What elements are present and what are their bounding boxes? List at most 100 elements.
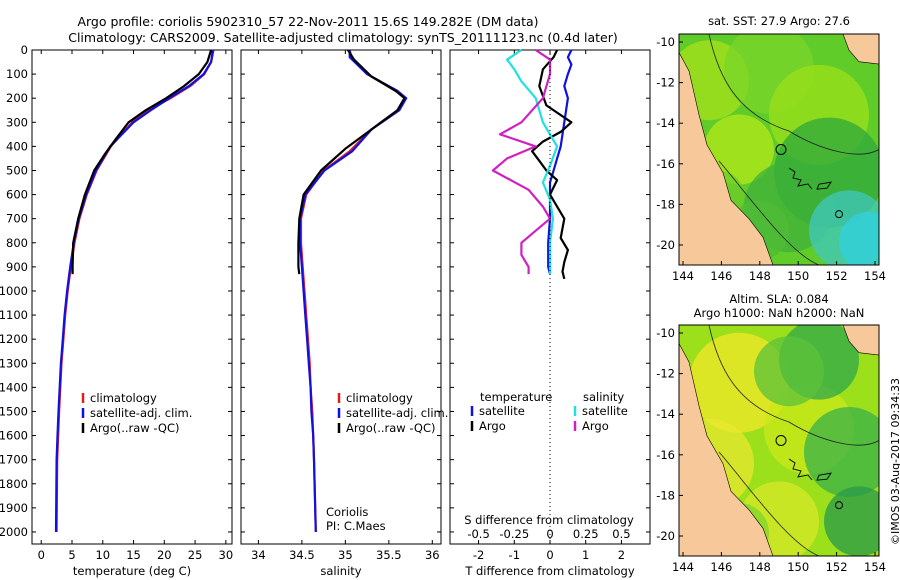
series-satellite-adj-clim- [299,50,408,533]
legend-label: satellite-adj. clim. [90,406,192,420]
y-tick-label: 1000 [0,284,28,298]
title-line2: Climatology: CARS2009. Satellite-adjuste… [68,30,618,45]
ocean-color-patch [824,486,879,556]
x-tick-label: 25 [188,548,203,562]
y-tick-label: 1500 [0,404,28,418]
y-tick-label: 900 [6,260,28,274]
x-tick-label: 146 [710,269,732,283]
sst-map: 144 146 148 150 152 154 -10 -12 -14 -16 -18 -20 sat.… [656,14,886,283]
secondary-marker [835,501,843,510]
x-tick-label: 36 [425,548,440,562]
temperature-profile-panel: 0100200300400500600700800900100011001200… [0,43,233,578]
x-tick-label: 150 [787,560,809,574]
y-tick-label: 0 [21,43,28,57]
x-tick-label: 144 [672,560,694,574]
x-tick-label: 144 [672,269,694,283]
depth-contour [718,451,820,556]
x-tick-label: 34.5 [289,548,315,562]
sla-map: 144 146 148 150 152 154 -10 -12 -14 -16 -18 -20 Alti… [656,292,886,574]
y-tick-label: -12 [656,367,675,381]
x-tick-label: 1 [582,548,589,562]
series-s-argo [491,49,552,275]
sla-map-subtitle: Argo h1000: NaN h2000: NaN [694,306,865,320]
y-tick-label: 700 [6,212,28,226]
y-tick-label: 400 [6,139,28,153]
x-tick-label: 35 [338,548,353,562]
x-tick-label: 154 [864,269,886,283]
temperature-profile-frame [31,49,233,545]
legend-label: Argo [582,419,609,433]
y-tick-label: -20 [656,529,675,543]
difference-profile-frame [449,49,651,545]
x-tick-label: 2 [618,548,625,562]
legend-label: Argo(..raw -QC) [90,421,180,435]
y-tick-label: 1400 [0,380,28,394]
sla-map-title: Altim. SLA: 0.084 [729,292,828,306]
reef-outline [816,472,832,481]
salinity-profile-y-ticks [241,49,441,533]
legend-header: salinity [583,390,624,404]
legend-label: Argo [479,419,506,433]
x-tick-label: 35.5 [376,548,402,562]
x-tick-label: 30 [219,548,234,562]
temperature-profile-y-ticks: 0 100 200 300 400 500 600 700 800 900 1000 1100 1200… [0,43,232,539]
series-satellite-adj-clim- [54,49,214,533]
y-tick-label: 1700 [0,453,28,467]
x-tick-label: 5 [68,548,75,562]
y-tick-label: -12 [656,76,675,90]
y-tick-label: -18 [656,488,675,502]
imos-timestamp: ©IMOS 03-Aug-2017 09:34:33 [889,378,900,545]
ocean-color-patch [839,211,879,265]
y-tick-label: 200 [6,91,28,105]
land-queensland [679,52,774,265]
x-tick-label: 34 [251,548,266,562]
sst-map-field [679,34,879,265]
y-tick-label: 1900 [0,501,28,515]
sla-map-ticks: 144 146 148 150 152 154 -10 -12 -14 -16 -18 -20 [656,326,886,574]
x-tick-label: 152 [826,560,848,574]
reef-outline [788,167,813,190]
y-tick-label: -18 [656,197,675,211]
salinity-diff-ticks: -0.5 -0.25 0 0.25 0.5 [467,527,630,541]
s-tick-label: -0.5 [467,527,489,541]
difference-profile-panel: -2 -1 0 1 2 T difference from climatology -0.5… [449,49,651,578]
sla-map-field [679,325,879,556]
coriolis-annotation: PI: C.Maes [326,519,386,533]
coriolis-annotation: Coriolis [326,505,368,519]
salinity-profile-x-ticks: 34 34.5 35 35.5 36 [251,50,440,562]
x-tick-label: 146 [710,560,732,574]
x-tick-label: 148 [749,269,771,283]
depth-contour [718,160,820,265]
y-tick-label: 1800 [0,477,28,491]
legend-label: climatology [346,391,413,405]
x-tick-label: -2 [473,548,484,562]
series-climatology [299,49,406,533]
s-diff-label: S difference from climatology [464,513,634,527]
y-tick-label: 1200 [0,332,28,346]
reef-outline [816,181,832,190]
salinity-profile-xlabel: salinity [320,564,361,578]
legend-header: temperature [480,390,552,404]
salinity-profile-panel: 34 34.5 35 35.5 36 salinity climatologysatelli… [240,49,448,578]
land-queensland [679,343,774,556]
s-tick-label: 0.25 [573,527,599,541]
y-tick-label: 500 [6,163,28,177]
x-tick-label: 20 [157,548,172,562]
y-tick-label: -16 [656,157,675,171]
x-tick-label: 15 [126,548,141,562]
argo-location-marker [775,435,787,446]
x-tick-label: 0 [546,548,553,562]
s-tick-label: 0 [546,527,553,541]
difference-profile-xlabel: T difference from climatology [464,564,635,578]
ocean-color-patch [754,336,824,407]
sst-map-ticks: 144 146 148 150 152 154 -10 -12 -14 -16 -18 -20 [656,35,886,283]
series-t-argo [530,49,573,280]
y-tick-label: -16 [656,448,675,462]
y-tick-label: -10 [656,35,675,49]
land-png [842,34,879,65]
y-tick-label: 800 [6,236,28,250]
difference-profile-y-ticks [450,49,650,533]
ocean-color-patch [804,407,879,498]
y-tick-label: 100 [6,67,28,81]
